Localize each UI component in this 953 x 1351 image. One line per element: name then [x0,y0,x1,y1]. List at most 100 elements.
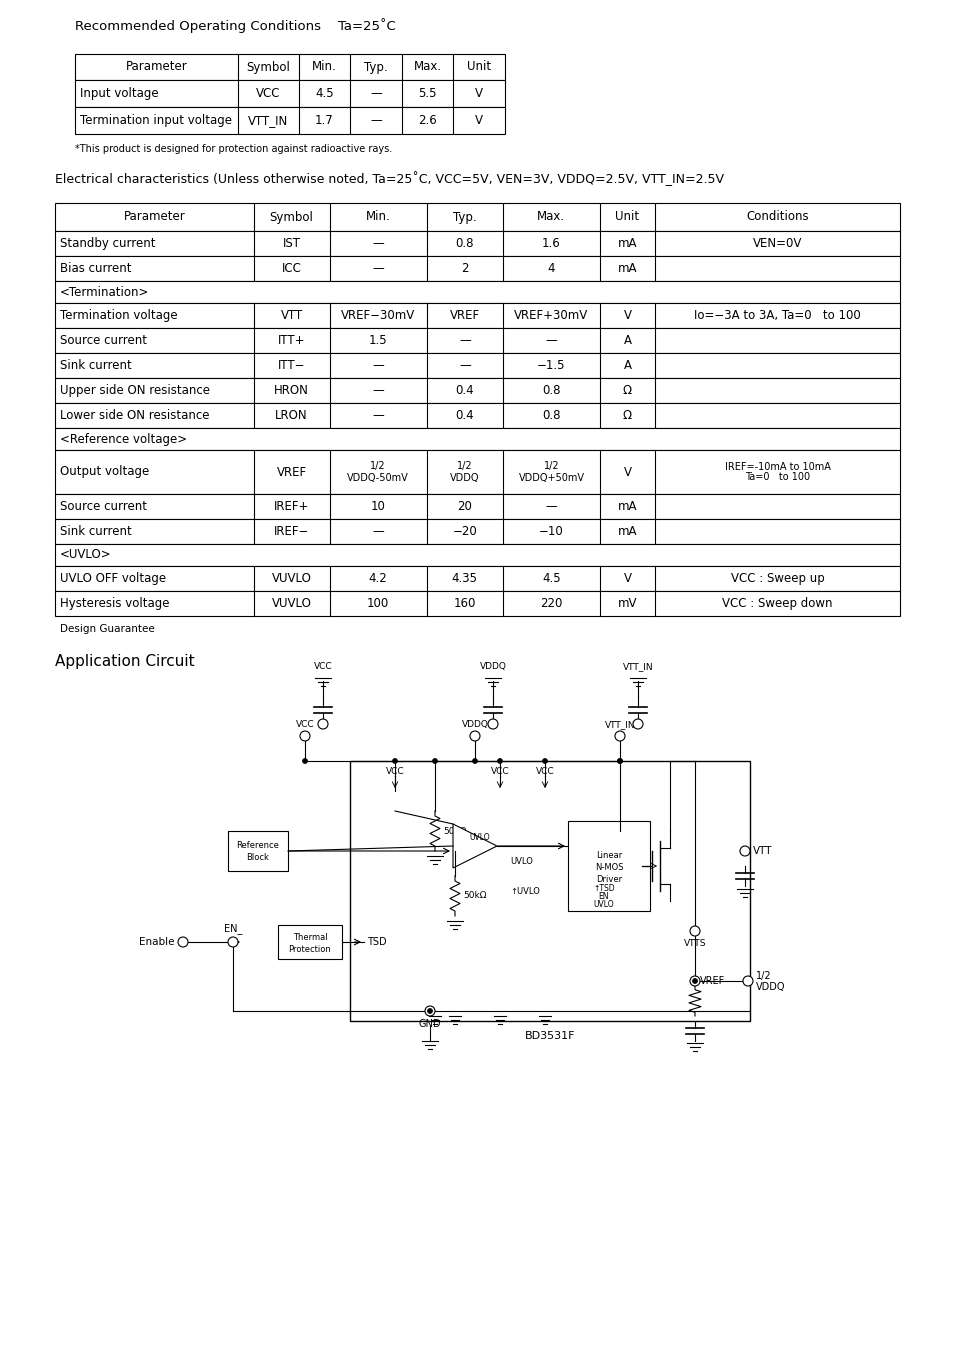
Text: —: — [458,359,470,372]
Text: V: V [623,571,631,585]
Text: Output voltage: Output voltage [60,466,149,478]
Text: VTT: VTT [280,309,302,322]
Text: IREF+: IREF+ [274,500,309,513]
Text: UVLO: UVLO [593,900,614,909]
Text: VDDQ-50mV: VDDQ-50mV [347,473,409,482]
Circle shape [302,758,307,763]
Bar [75,54,504,80]
Text: —: — [372,409,384,422]
Text: Symbol: Symbol [246,61,290,73]
Text: 1.7: 1.7 [314,113,334,127]
Text: Linear: Linear [596,851,621,861]
Text: —: — [372,359,384,372]
Text: —: — [545,500,557,513]
Text: IREF−: IREF− [274,526,309,538]
Text: −1.5: −1.5 [537,359,565,372]
Text: IREF=-10mA to 10mA: IREF=-10mA to 10mA [723,462,829,471]
Text: V: V [623,309,631,322]
Text: Termination voltage: Termination voltage [60,309,177,322]
Bar [55,403,899,428]
Text: 0.8: 0.8 [541,409,560,422]
Text: HRON: HRON [274,384,309,397]
Text: VDDQ: VDDQ [755,982,784,992]
Text: VUVLO: VUVLO [272,597,312,611]
Text: 1.6: 1.6 [541,236,560,250]
Text: VCC: VCC [295,720,314,730]
Text: Unit: Unit [615,211,639,223]
Text: 0.8: 0.8 [456,236,474,250]
Circle shape [228,938,237,947]
Text: Input voltage: Input voltage [80,86,158,100]
Bar [55,544,899,566]
Circle shape [488,719,497,730]
Text: Conditions: Conditions [745,211,808,223]
Text: VTT: VTT [752,846,772,857]
Text: VUVLO: VUVLO [272,571,312,585]
Text: mA: mA [618,500,637,513]
Text: Block: Block [246,854,269,862]
Text: —: — [372,526,384,538]
Bar [350,761,749,1021]
Text: VDDQ: VDDQ [450,473,479,482]
Text: V: V [475,113,482,127]
Text: V: V [475,86,482,100]
Text: —: — [372,384,384,397]
Bar [55,255,899,281]
Bar [55,328,899,353]
Text: VREF: VREF [700,975,724,986]
Text: 160: 160 [454,597,476,611]
Bar [55,494,899,519]
Circle shape [299,731,310,740]
Circle shape [432,758,437,763]
Circle shape [497,758,502,763]
Text: Max.: Max. [537,211,565,223]
Text: TSD: TSD [367,938,386,947]
Text: VREF: VREF [276,466,306,478]
Text: V: V [623,466,631,478]
Text: UVLO: UVLO [510,857,533,866]
Text: mA: mA [618,236,637,250]
Text: ITT+: ITT+ [277,334,305,347]
Text: 0.8: 0.8 [541,384,560,397]
Text: VCC : Sweep up: VCC : Sweep up [730,571,823,585]
Bar [75,80,504,107]
Text: Symbol: Symbol [270,211,314,223]
Text: VTT_IN: VTT_IN [622,662,653,671]
Text: 1.5: 1.5 [369,334,387,347]
Text: Thermal: Thermal [293,932,327,942]
Text: −10: −10 [538,526,563,538]
Text: A: A [623,334,631,347]
Text: Min.: Min. [312,61,336,73]
Circle shape [689,925,700,936]
Bar [55,590,899,616]
Circle shape [427,1008,432,1013]
Circle shape [617,758,622,763]
Text: EN: EN [598,892,609,901]
Text: Upper side ON resistance: Upper side ON resistance [60,384,210,397]
Circle shape [392,758,397,763]
Text: Driver: Driver [596,875,621,885]
Circle shape [692,978,697,984]
Text: VCC: VCC [314,662,332,671]
Text: 1/2: 1/2 [755,971,771,981]
Circle shape [633,719,642,730]
Text: 220: 220 [539,597,562,611]
Text: VTT_IN: VTT_IN [248,113,289,127]
Bar [55,303,899,328]
Text: VEN=0V: VEN=0V [752,236,801,250]
Text: N-MOS: N-MOS [594,863,622,873]
Text: 4.5: 4.5 [541,571,560,585]
Text: Design Guarantee: Design Guarantee [60,624,154,634]
Text: VREF: VREF [449,309,479,322]
Bar [567,821,649,911]
Text: UVLO OFF voltage: UVLO OFF voltage [60,571,166,585]
Text: 10: 10 [371,500,385,513]
Text: VDDQ: VDDQ [461,720,488,730]
Circle shape [689,975,700,986]
Text: 4.5: 4.5 [314,86,334,100]
Circle shape [317,719,328,730]
Text: <Termination>: <Termination> [60,285,150,299]
Circle shape [617,758,622,763]
Text: 20: 20 [456,500,472,513]
Text: 4.35: 4.35 [452,571,477,585]
